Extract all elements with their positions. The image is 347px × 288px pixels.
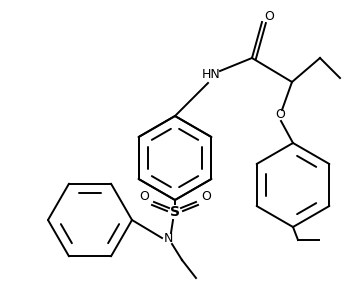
Text: O: O	[275, 109, 285, 122]
Text: O: O	[139, 190, 149, 204]
Text: O: O	[264, 10, 274, 24]
Text: HN: HN	[202, 69, 220, 82]
Text: O: O	[201, 190, 211, 204]
Text: N: N	[163, 232, 173, 245]
Text: S: S	[170, 205, 180, 219]
